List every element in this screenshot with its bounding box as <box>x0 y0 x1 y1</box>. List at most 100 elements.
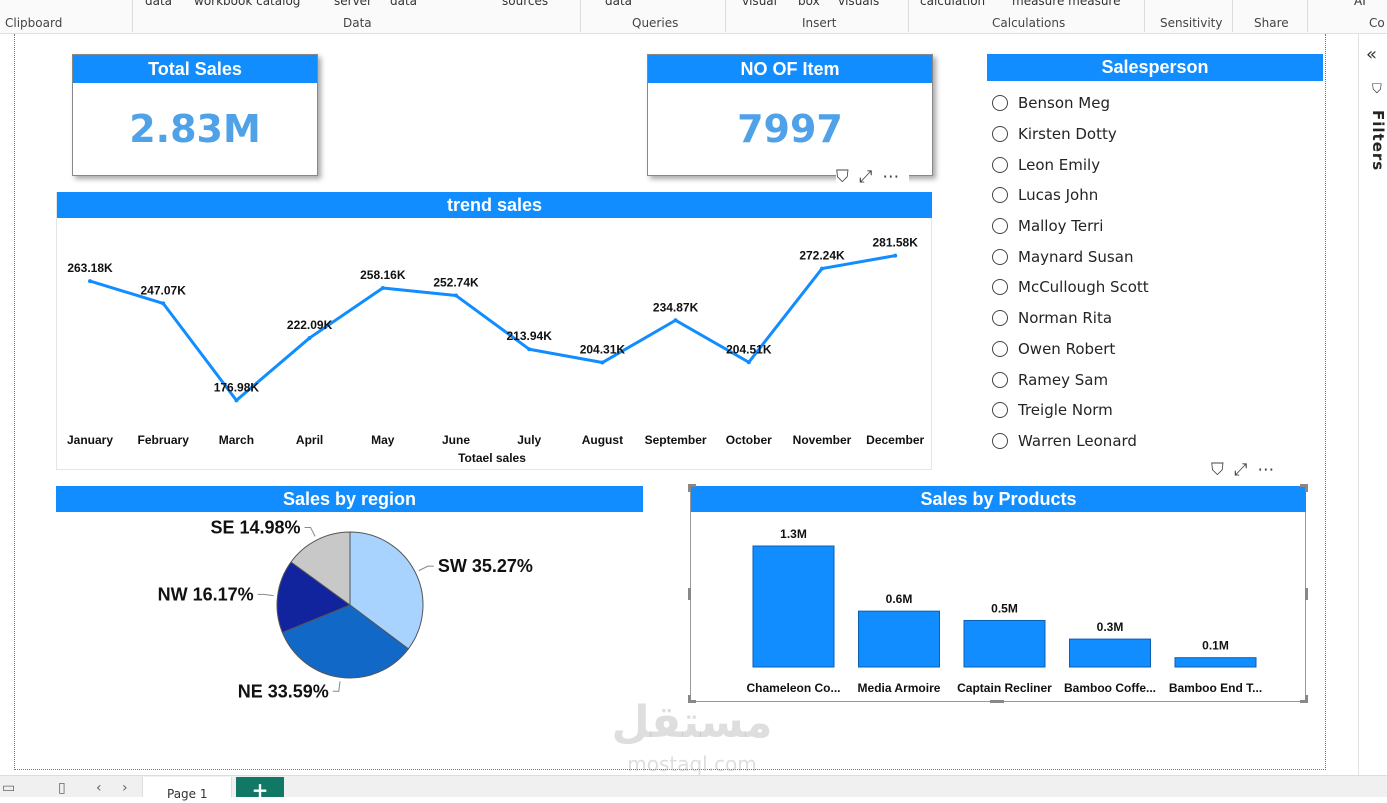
page-tab[interactable]: Page 1 <box>142 777 232 801</box>
ribbon-item-visuals[interactable]: visuals <box>838 0 880 8</box>
ribbon-item-server[interactable]: server <box>334 0 372 8</box>
more-options-icon[interactable]: ⋯ <box>1257 460 1285 480</box>
more-options-icon[interactable]: ⋯ <box>882 167 910 187</box>
data-point[interactable] <box>161 301 166 306</box>
pie-slice-nw[interactable] <box>276 561 352 634</box>
data-label: 204.31K <box>580 343 626 357</box>
data-point[interactable] <box>454 293 458 298</box>
product-bar[interactable] <box>752 545 835 668</box>
radio-icon[interactable] <box>992 279 1008 296</box>
slicer-item-label: Owen Robert <box>1018 339 1116 358</box>
data-point[interactable] <box>746 360 751 365</box>
resize-handle[interactable] <box>990 700 1004 703</box>
radio-icon[interactable] <box>992 187 1008 204</box>
radio-icon[interactable] <box>992 340 1008 357</box>
item-count-card[interactable]: NO OF Item 7997 <box>647 54 933 176</box>
resize-handle[interactable] <box>688 484 691 492</box>
filter-icon[interactable]: ⛉ <box>1211 460 1234 480</box>
ribbon-item-box[interactable]: box <box>798 0 820 8</box>
product-bar[interactable] <box>858 610 940 668</box>
ribbon-item-visual[interactable]: visual <box>742 0 777 8</box>
data-point[interactable] <box>234 398 239 403</box>
data-point[interactable] <box>380 286 385 291</box>
ribbon-item-ai[interactable]: AI <box>1354 0 1366 8</box>
group-queries: Queries <box>632 16 679 30</box>
slicer-item[interactable]: Malloy Terri <box>992 211 1312 242</box>
slicer-item[interactable]: Benson Meg <box>992 88 1312 119</box>
data-point[interactable] <box>88 279 92 284</box>
ribbon-item-workbook-catalog[interactable]: workbook catalog <box>194 0 301 8</box>
pie-slice-se[interactable] <box>290 531 351 606</box>
total-sales-card[interactable]: Total Sales 2.83M <box>72 54 318 176</box>
x-tick-label: January <box>67 433 113 447</box>
ribbon-item-data[interactable]: data <box>145 0 173 8</box>
prev-page-icon[interactable]: ‹ <box>96 780 102 796</box>
radio-icon[interactable] <box>992 402 1008 419</box>
resize-handle[interactable] <box>688 484 696 487</box>
slicer-item[interactable]: Maynard Susan <box>992 241 1312 272</box>
data-label: 204.51K <box>726 342 772 356</box>
slicer-item[interactable]: McCullough Scott <box>992 272 1312 303</box>
radio-icon[interactable] <box>992 95 1008 112</box>
collapse-icon[interactable]: « <box>1366 44 1378 65</box>
radio-icon[interactable] <box>992 126 1008 143</box>
product-bar[interactable] <box>963 619 1046 668</box>
trend-line-chart[interactable]: 263.18K January 247.07K February 176.98K Marc… <box>56 220 932 468</box>
ribbon-item-data-3[interactable]: data <box>605 0 633 8</box>
resize-handle[interactable] <box>1305 588 1308 600</box>
add-page-button[interactable]: + <box>236 777 284 802</box>
mobile-view-icon[interactable]: ▯ <box>58 780 66 796</box>
slicer-item[interactable]: Kirsten Dotty <box>992 119 1312 150</box>
radio-icon[interactable] <box>992 310 1008 327</box>
ribbon-item-data-2[interactable]: data <box>390 0 418 8</box>
slicer-item[interactable]: Lucas John <box>992 180 1312 211</box>
resize-handle[interactable] <box>1305 695 1308 703</box>
group-data: Data <box>343 16 372 30</box>
resize-handle[interactable] <box>688 695 691 703</box>
slicer-item[interactable]: Leon Emily <box>992 149 1312 180</box>
resize-handle[interactable] <box>1305 484 1308 492</box>
data-point[interactable] <box>673 318 678 323</box>
x-tick-label: Bamboo Coffe... <box>1064 681 1156 695</box>
ribbon-item-calculation[interactable]: calculation <box>920 0 986 8</box>
data-point[interactable] <box>307 335 312 340</box>
ribbon-separator <box>580 0 581 32</box>
filter-icon: ⛉ <box>1372 82 1382 97</box>
data-point[interactable] <box>600 360 605 365</box>
product-bar[interactable] <box>1174 657 1257 668</box>
radio-icon[interactable] <box>992 432 1008 449</box>
ribbon-item[interactable]: ʼ <box>72 0 76 8</box>
slicer-item[interactable]: Treigle Norm <box>992 395 1312 426</box>
data-point[interactable] <box>527 347 532 352</box>
pie-slice-sw[interactable] <box>349 531 424 650</box>
resize-handle[interactable] <box>688 588 691 600</box>
next-page-icon[interactable]: › <box>122 780 128 796</box>
pie-slice-ne[interactable] <box>281 604 410 679</box>
resize-handle[interactable] <box>1300 700 1308 703</box>
page-view-icon[interactable]: ▭ <box>2 780 16 796</box>
ribbon-item-sources[interactable]: sources <box>502 0 549 8</box>
data-point[interactable] <box>893 253 898 258</box>
focus-mode-icon[interactable]: ⤢ <box>858 167 883 187</box>
trend-series-line[interactable] <box>89 254 896 402</box>
filter-icon[interactable]: ⛉ <box>836 167 859 187</box>
resize-handle[interactable] <box>1300 484 1308 487</box>
product-bar[interactable] <box>1069 638 1151 668</box>
radio-icon[interactable] <box>992 218 1008 235</box>
radio-icon[interactable] <box>992 371 1008 388</box>
slicer-item[interactable]: Norman Rita <box>992 303 1312 334</box>
resize-handle[interactable] <box>688 700 696 703</box>
filters-label[interactable]: Filters <box>1369 110 1387 172</box>
products-bar-chart[interactable]: 1.3M Chameleon Co... 0.6M Media Armoire 0.5M… <box>690 512 1306 702</box>
slicer-item[interactable]: Warren Leonard <box>992 426 1312 457</box>
ribbon-item-measure[interactable]: measure measure <box>1012 0 1121 8</box>
radio-icon[interactable] <box>992 156 1008 173</box>
filters-pane[interactable] <box>1358 34 1387 775</box>
data-point[interactable] <box>820 266 824 271</box>
data-label: 1.3M <box>780 527 807 541</box>
slicer-item[interactable]: Owen Robert <box>992 334 1312 365</box>
slicer-item[interactable]: Ramey Sam <box>992 364 1312 395</box>
region-pie-chart[interactable]: SW 35.27% NE 33.59% NW 16.17% SE 14.98% <box>56 512 643 712</box>
focus-mode-icon[interactable]: ⤢ <box>1233 460 1258 480</box>
radio-icon[interactable] <box>992 248 1008 265</box>
